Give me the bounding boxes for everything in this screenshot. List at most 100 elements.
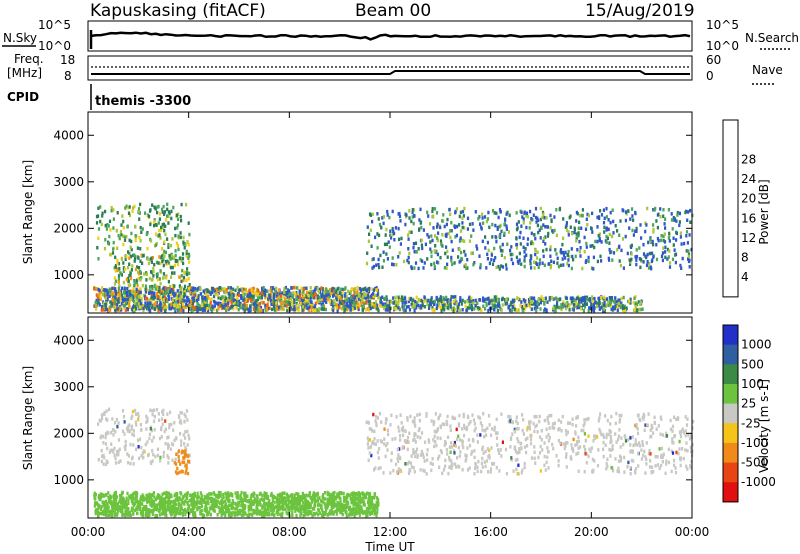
echo-cell [661,258,664,263]
echo-cell [283,287,286,291]
echo-cell [382,259,385,263]
echo-cell [191,301,195,306]
echo-cell [222,492,225,497]
echo-cell [241,500,244,505]
echo-cell [183,284,187,289]
echo-cell [268,512,271,517]
echo-cell [413,266,416,270]
echo-cell [139,259,142,263]
echo-cell [523,255,526,259]
echo-cell [255,299,258,303]
echo-cell [106,298,109,302]
echo-cell [279,294,283,298]
echo-cell [293,300,296,304]
echo-cell [461,238,464,243]
echo-cell [113,266,116,270]
echo-cell [162,286,165,291]
echo-cell [117,449,120,453]
echo-cell [576,303,579,307]
echo-cell [375,288,378,292]
echo-cell [487,210,490,215]
echo-cell [668,234,671,238]
echo-cell [127,499,130,503]
echo-cell [409,297,412,302]
echo-cell [151,409,154,413]
echo-cell [272,301,275,306]
echo-cell [425,298,428,302]
echo-cell [206,294,209,298]
echo-cell [199,501,202,505]
echo-cell [190,499,193,503]
echo-cell [655,219,658,223]
echo-cell [423,305,426,309]
echo-cell [283,303,286,307]
echo-cell [522,306,525,310]
echo-cell [105,503,108,507]
echo-cell [577,226,580,230]
echo-cell [123,238,127,242]
echo-cell [542,297,545,301]
echo-cell [104,509,107,514]
echo-cell [128,510,131,515]
echo-cell [182,235,185,240]
echo-cell [114,461,118,465]
echo-cell [472,262,475,267]
echo-cell [560,251,563,255]
echo-cell [264,503,267,507]
echo-cell [309,503,312,508]
echo-cell [296,295,299,299]
echo-cell [310,308,313,312]
echo-cell [443,305,446,309]
echo-cell [180,259,183,263]
echo-cell [649,237,652,242]
echo-cell [347,505,350,509]
echo-cell [242,498,245,502]
station-title: Kapuskasing (fitACF) [90,1,266,21]
echo-cell [162,503,165,507]
echo-cell [316,286,319,291]
echo-cell [436,222,439,226]
echo-cell [290,286,293,290]
echo-cell [256,293,259,297]
echo-cell [290,497,293,502]
echo-cell [258,500,261,505]
echo-cell [125,277,128,282]
echo-cell [113,506,116,510]
echo-cell [135,447,138,452]
echo-cell [166,412,169,416]
echo-cell [177,455,180,459]
echo-cell [652,255,655,259]
echo-cell [372,292,375,296]
echo-cell [273,307,276,311]
echo-cell [333,301,336,305]
echo-cell [434,234,437,238]
echo-cell [127,211,131,215]
echo-cell [126,293,129,297]
echo-cell [191,290,194,294]
echo-cell [561,257,564,261]
echo-cell [148,492,151,497]
echo-cell [123,506,127,510]
echo-cell [542,254,545,259]
echo-cell [193,503,196,507]
echo-cell [336,287,339,291]
echo-cell [122,261,125,265]
echo-cell [493,295,496,299]
echo-cell [117,280,120,284]
echo-cell [103,288,106,292]
echo-cell [555,297,558,301]
echo-cell [156,210,159,215]
echo-cell [201,307,204,311]
echo-cell [392,262,395,267]
echo-cell [249,295,252,299]
echo-cell [275,510,278,515]
echo-cell [596,304,599,309]
echo-cell [509,303,512,307]
echo-cell [358,294,361,298]
echo-cell [345,505,348,509]
echo-cell [588,298,591,302]
echo-cell [553,305,556,310]
